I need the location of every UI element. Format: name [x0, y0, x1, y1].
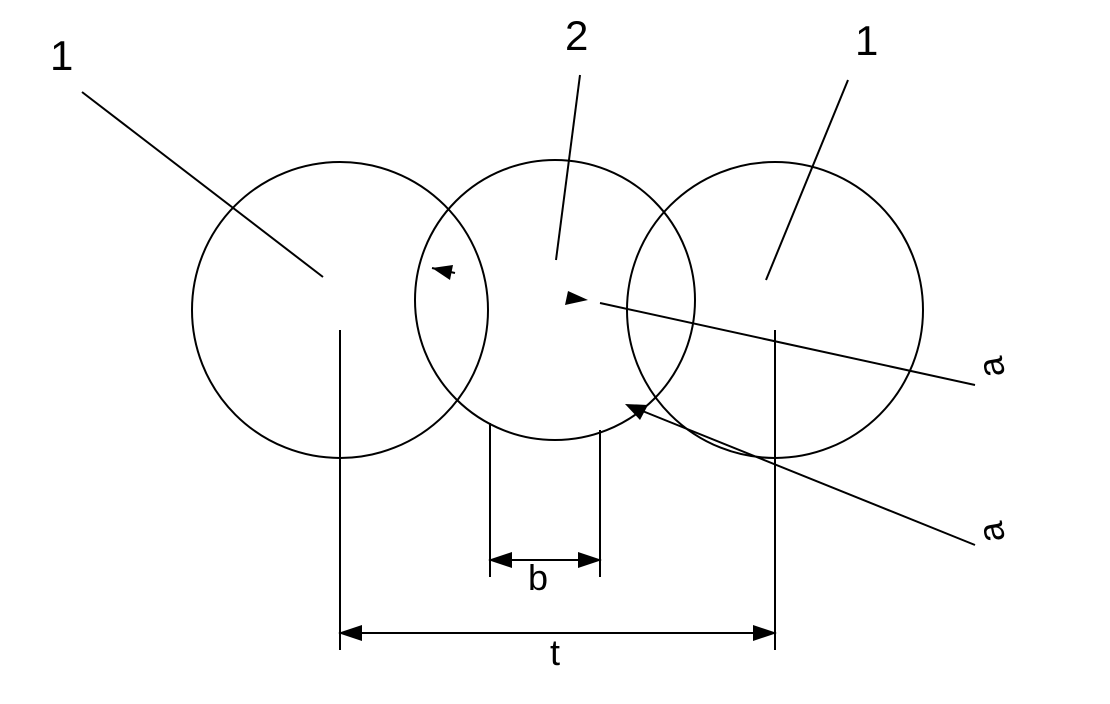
label-2-center: 2	[565, 12, 588, 59]
label-1-left: 1	[50, 32, 73, 79]
circle-center	[415, 160, 695, 440]
dimension-b	[490, 423, 600, 577]
dim-label-b: b	[528, 557, 548, 598]
label-1-right: 1	[855, 17, 878, 64]
dim-label-t: t	[550, 632, 560, 673]
dimension-a-lower	[625, 404, 975, 545]
dim-label-a-upper: a	[969, 353, 1013, 381]
dim-label-a-lower: a	[969, 518, 1013, 546]
leader-line-1-right	[766, 80, 848, 280]
technical-diagram: 1 2 1 a a b t	[0, 0, 1110, 704]
dimension-a-upper	[432, 265, 975, 385]
leader-line-1-left	[82, 92, 323, 277]
dimension-t	[340, 330, 775, 650]
leader-line-2	[556, 75, 580, 260]
